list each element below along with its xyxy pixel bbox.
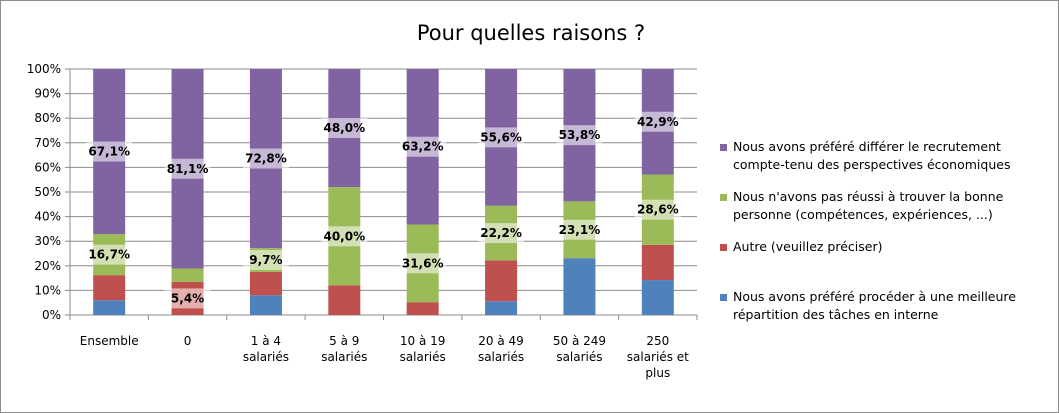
y-tick-label: 50% xyxy=(34,185,61,199)
x-tick-label: 250 salariés et plus xyxy=(627,334,689,380)
data-label: 31,6% xyxy=(402,256,444,270)
bar-segment xyxy=(485,301,518,315)
data-label: 22,2% xyxy=(480,226,522,240)
data-label: 81,1% xyxy=(167,162,209,176)
y-tick-label: 90% xyxy=(34,87,61,101)
x-tick-label: Ensemble xyxy=(80,334,139,348)
data-label-bg xyxy=(86,141,133,162)
data-label-bg xyxy=(399,136,446,157)
y-tick-label: 70% xyxy=(34,136,61,150)
legend-entry: Autre (veuillez préciser) xyxy=(733,239,883,254)
legend-entry: Nous avons préféré différer le recruteme… xyxy=(733,139,1010,172)
y-tick-label: 20% xyxy=(34,259,61,273)
data-label-bg xyxy=(478,127,525,148)
y-tick-label: 30% xyxy=(34,234,61,248)
data-label-bg xyxy=(242,148,289,169)
x-tick-label: 5 à 9 salariés xyxy=(321,334,367,364)
legend-entry: Nous n'avons pas réussi à trouver la bon… xyxy=(733,189,1004,222)
chart-title: Pour quelles raisons ? xyxy=(417,21,645,45)
data-label-bg xyxy=(634,111,681,132)
axes: 0% 10% 20% 30% 40% 50% 60% 70% 80% 90% 100% Ensembl… xyxy=(27,62,698,380)
bar-segment xyxy=(171,268,204,282)
data-label-bg xyxy=(321,226,368,247)
legend-swatch xyxy=(720,144,727,151)
bar-segment xyxy=(641,244,674,281)
x-tick-label: 0 xyxy=(184,334,192,348)
data-label: 55,6% xyxy=(480,130,522,144)
data-label: 16,7% xyxy=(88,248,130,262)
bar-segment xyxy=(328,285,361,315)
legend-swatch xyxy=(720,194,727,201)
data-label: 28,6% xyxy=(637,203,679,217)
y-tick-label: 80% xyxy=(34,111,61,125)
data-label-bg xyxy=(478,223,525,244)
x-tick-label: 1 à 4 salariés xyxy=(243,334,289,364)
legend-swatch xyxy=(720,294,727,301)
data-label-bg xyxy=(556,125,603,146)
data-label: 9,7% xyxy=(249,253,282,267)
y-tick-label: 0% xyxy=(42,308,61,322)
data-labels: 16,7% 67,1% 5,4% 81,1% 9,7% 72,8% 40,0% 48,0% 31… xyxy=(86,111,681,309)
y-tick-label: 40% xyxy=(34,210,61,224)
bar-segment xyxy=(249,295,282,315)
data-label: 23,1% xyxy=(559,223,601,237)
data-label-bg xyxy=(164,288,211,309)
x-tick-label: 20 à 49 salariés xyxy=(478,334,524,364)
data-label: 63,2% xyxy=(402,140,444,154)
data-label: 48,0% xyxy=(323,121,365,135)
data-label-bg xyxy=(164,158,211,179)
data-label: 42,9% xyxy=(637,115,679,129)
bar-segment xyxy=(406,302,439,315)
data-label-bg xyxy=(86,244,133,265)
gridlines xyxy=(70,68,697,291)
legend: Nous avons préféré différer le recruteme… xyxy=(720,139,1016,322)
bar-segment xyxy=(249,271,282,296)
data-label: 53,8% xyxy=(559,128,601,142)
data-label-bg xyxy=(634,199,681,220)
data-label: 5,4% xyxy=(171,291,204,305)
bar-segment xyxy=(93,275,126,301)
bar-segment xyxy=(485,260,518,302)
y-tick-label: 10% xyxy=(34,283,61,297)
data-label-bg xyxy=(321,118,368,139)
legend-entry: Nous avons préféré procéder à une meille… xyxy=(733,289,1016,322)
x-tick-label: 50 à 249 salariés xyxy=(553,334,606,364)
data-label-bg xyxy=(242,250,289,271)
legend-swatch xyxy=(720,244,727,251)
data-label: 40,0% xyxy=(323,229,365,243)
data-label: 67,1% xyxy=(88,145,130,159)
bar-segment xyxy=(641,280,674,315)
y-tick-label: 100% xyxy=(27,62,61,76)
bar-segment xyxy=(93,300,126,315)
y-tick-label: 60% xyxy=(34,160,61,174)
data-label-bg xyxy=(399,253,446,274)
x-tick-label: 10 à 19 salariés xyxy=(400,334,446,364)
data-label-bg xyxy=(556,219,603,240)
bar-segment xyxy=(563,258,596,315)
data-label: 72,8% xyxy=(245,152,287,166)
